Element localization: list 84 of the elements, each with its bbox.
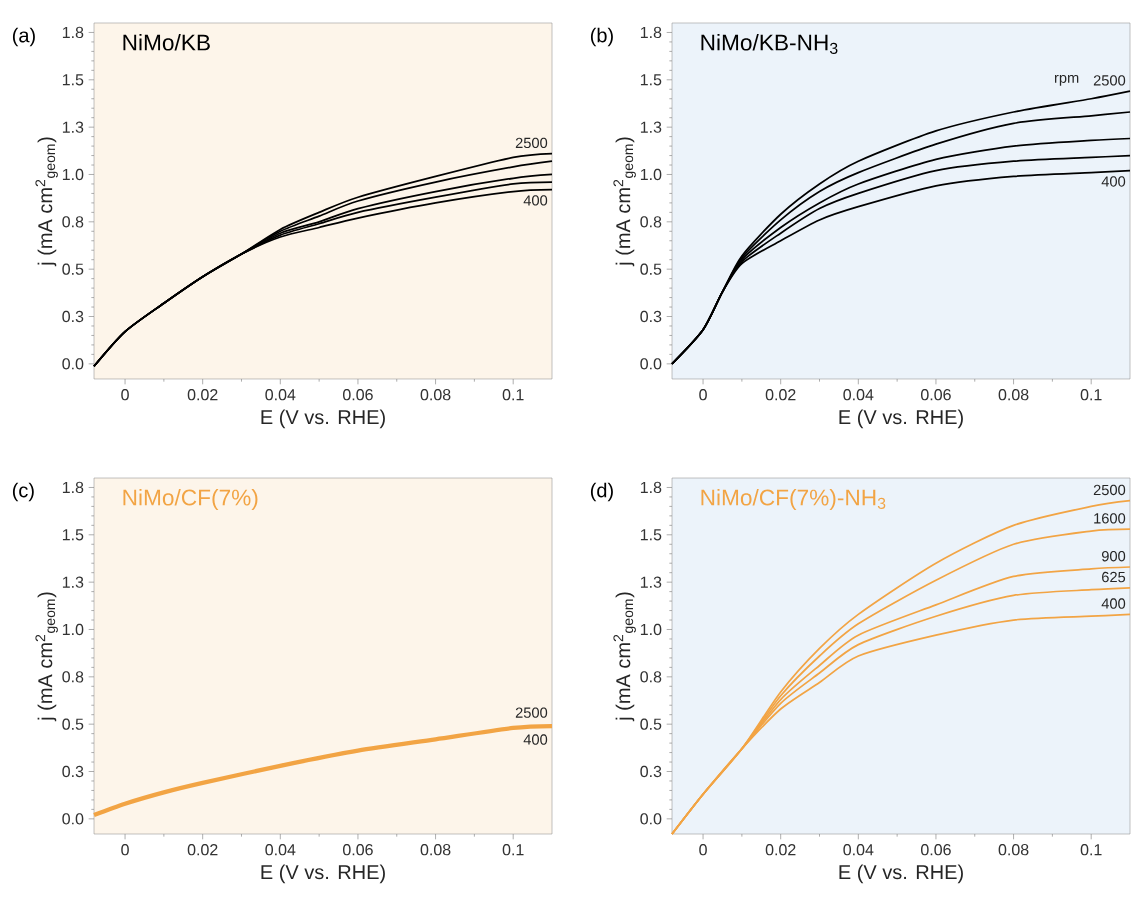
text: (a) [12,27,35,47]
x-tick-label: 0 [121,844,129,856]
x-tick-label: 0.04 [843,389,874,401]
y-tick-label: 0.8 [62,216,84,228]
x-tick-label: 0 [699,844,707,856]
x-tick-label: 0.1 [1080,389,1102,401]
y-tick-label: 0.8 [62,671,84,683]
x-tick-label: 0.02 [765,844,796,856]
y-tick-label: 1.5 [62,74,84,86]
y-tick-label: 0.0 [62,813,84,825]
y-tick-label: 0.3 [62,310,84,323]
series-label: 2500 [1093,484,1126,496]
x-tick-label: 0 [121,389,129,401]
y-tick-label: 0.3 [640,765,662,778]
x-tick-label: 0.06 [343,389,373,401]
annotation: 2500 [515,707,548,718]
x-tick-label: 0.02 [187,844,218,856]
x-tick-label: 0.04 [843,844,874,856]
y-tick-label: 1.8 [62,481,84,494]
x-axis-title: E (V vs. RHE) [261,409,385,429]
y-tick-label: 1.3 [640,576,662,588]
y-tick-label: 1.0 [62,623,84,636]
x-tick-label: 0.04 [265,389,296,401]
x-tick-label: 0.02 [765,389,796,401]
y-tick-label: 0.5 [62,263,84,275]
x-tick-label: 0.06 [343,844,373,856]
y-tick-label: 0.8 [640,216,662,228]
y-tick-label: 1.5 [62,529,84,541]
x-tick-label: 0.1 [502,844,524,856]
x-tick-label: 0.04 [265,844,296,856]
y-axis-title: j (mA cm$^{2}$$_{geom}$) [35,137,58,267]
series-label: 900 [1101,551,1126,562]
y-tick-label: 1.3 [640,121,662,133]
series-label: 400 [1101,598,1126,609]
y-axis-title: j (mA cm$^{2}$$_{geom}$) [35,592,58,722]
y-tick-label: 0.0 [62,358,84,370]
x-axis-title: E (V vs. RHE) [261,864,385,884]
series-label: 1600 [1094,513,1126,524]
y-tick-label: 1.0 [640,168,662,181]
y-tick-label: 1.8 [640,26,662,39]
annotation: rpm [1054,74,1079,86]
chart-title: NiMo/CF(7%)-NH$_{3}$ [701,488,886,511]
y-tick-label: 1.3 [62,576,84,588]
chart-title: NiMo/KB-NH$_{3}$ [701,33,838,54]
chart-title: NiMo/KB [123,33,210,51]
x-tick-label: 0.1 [502,389,524,401]
text: (c) [12,482,34,502]
x-tick-label: 0 [699,389,707,401]
y-tick-label: 0.0 [640,813,662,825]
x-tick-label: 0.06 [921,389,951,401]
x-tick-label: 0.08 [420,844,451,856]
y-tick-label: 0.3 [62,765,84,778]
y-tick-label: 1.0 [640,623,662,636]
x-tick-label: 0.02 [187,389,218,401]
series-label: 400 [523,195,548,206]
y-tick-label: 1.5 [640,74,662,86]
y-tick-label: 1.8 [640,481,662,494]
series-label: 400 [1101,176,1126,187]
y-tick-label: 0.5 [640,263,662,275]
y-tick-label: 1.5 [640,529,662,541]
annotation: 400 [523,734,548,745]
x-tick-label: 0.1 [1080,844,1102,856]
y-tick-label: 0.0 [640,358,662,370]
y-tick-label: 1.8 [62,26,84,39]
x-axis-title: E (V vs. RHE) [839,409,963,429]
y-tick-label: 1.3 [62,121,84,133]
series-label: 625 [1102,571,1126,583]
y-tick-label: 0.8 [640,671,662,683]
series-label: 2500 [1093,75,1126,86]
text: (d) [590,482,613,502]
y-axis-title: j (mA cm$^{2}$$_{geom}$) [613,592,636,722]
y-axis-title: j (mA cm$^{2}$$_{geom}$) [613,137,636,267]
x-axis-title: E (V vs. RHE) [839,864,963,884]
chart-title: NiMo/CF(7%) [123,488,258,511]
x-tick-label: 0.08 [420,389,451,401]
text: (b) [590,27,613,47]
y-tick-label: 0.5 [62,718,84,730]
series-label: 2500 [515,137,548,149]
y-tick-label: 1.0 [62,168,84,181]
y-tick-label: 0.5 [640,718,662,730]
x-tick-label: 0.08 [998,389,1029,401]
x-tick-label: 0.08 [998,844,1029,856]
x-tick-label: 0.06 [921,844,951,856]
y-tick-label: 0.3 [640,310,662,323]
